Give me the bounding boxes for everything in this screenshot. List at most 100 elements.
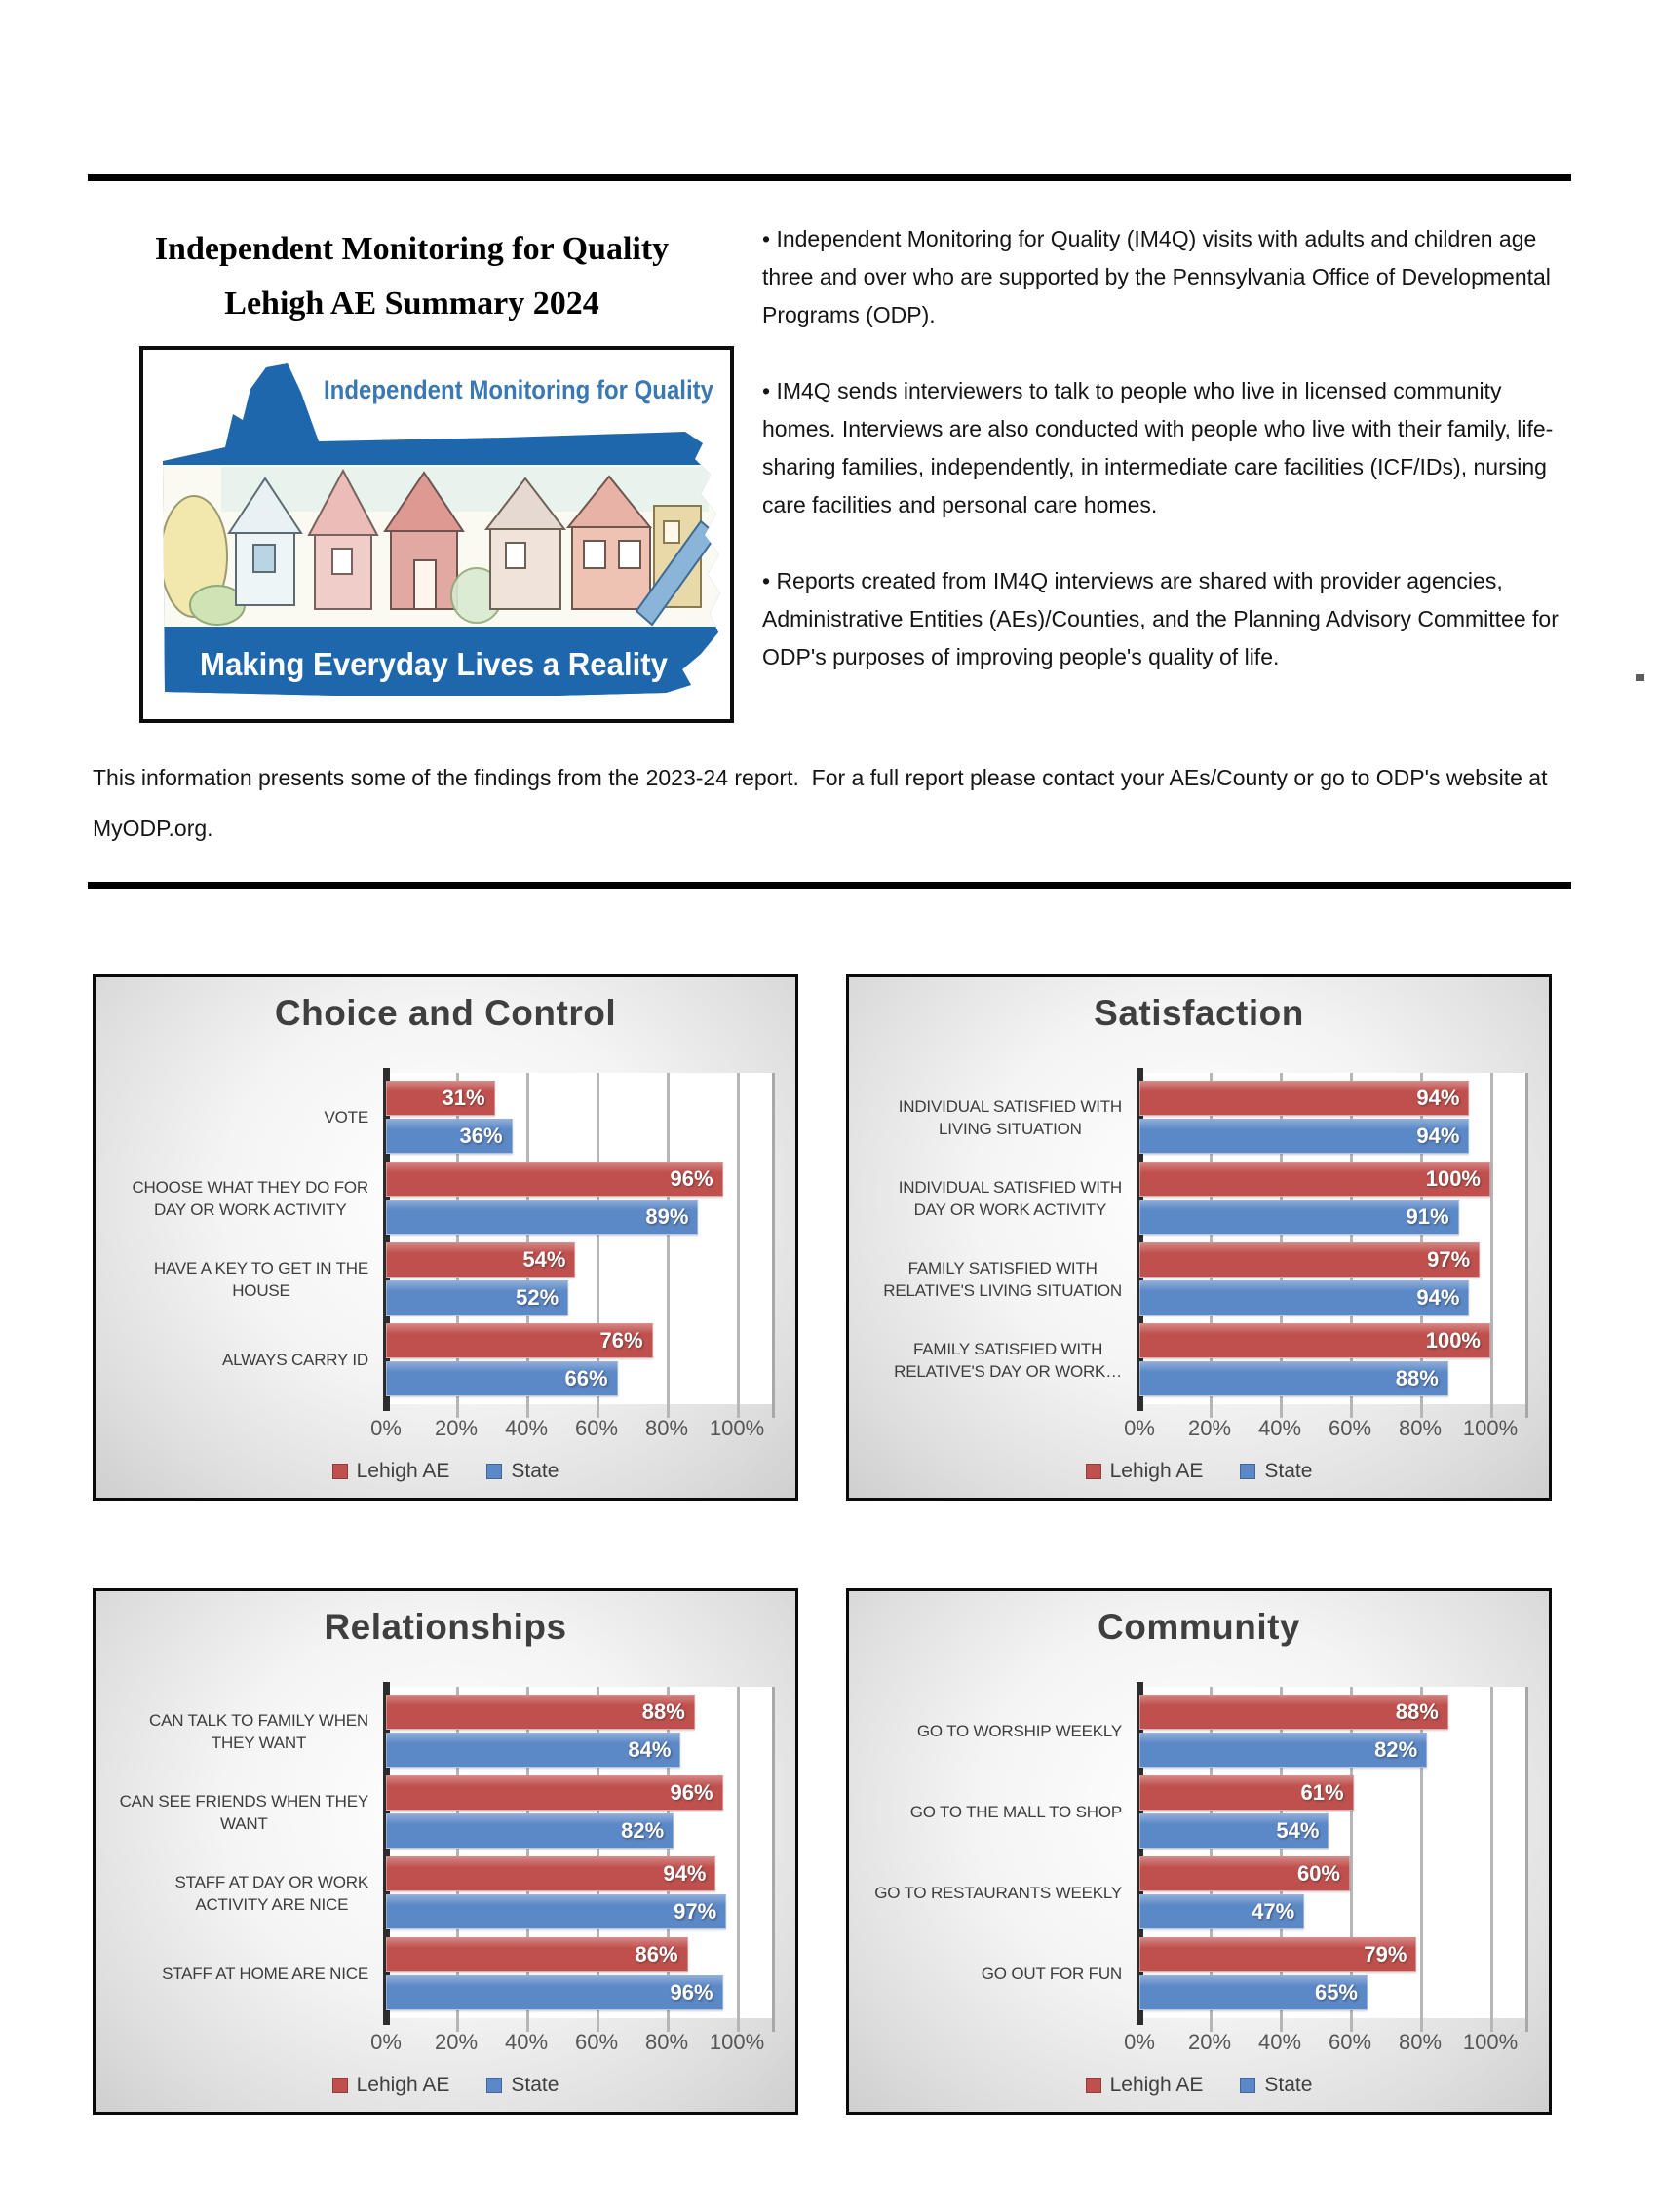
bar-value-label: 88% [1395,1699,1439,1724]
bar-group: ALWAYS CARRY ID 76% 66% [103,1323,786,1396]
bar-group: GO TO THE MALL TO SHOP 61% 54% [857,1775,1539,1849]
category-label: INDIVIDUAL SATISFIED WITH LIVING SITUATIO… [898,1096,1122,1138]
chart-title: Community [1098,1607,1300,1647]
horizontal-rule-bottom [88,882,1571,889]
bar-value-label: 54% [522,1247,566,1272]
category-cell: ALWAYS CARRY ID [103,1323,386,1396]
plot-area: INDIVIDUAL SATISFIED WITH LIVING SITUATIO… [857,1068,1539,1418]
bar-value-label: 94% [1416,1086,1460,1110]
bars-cell: 86% 96% [386,1937,786,2010]
x-axis-tick-label: 40% [504,2030,549,2054]
bar-value-label: 79% [1364,1942,1407,1966]
x-axis-tick-label: 40% [1257,2030,1302,2054]
document-title-line2: Lehigh AE Summary 2024 [224,286,599,322]
bar-value-label: 88% [641,1699,685,1724]
bar-lehigh-ae: 31% [386,1081,495,1116]
category-label: CAN TALK TO FAMILY WHEN THEY WANT [149,1710,368,1752]
scan-artifact-mark [1636,674,1644,681]
category-label: VOTE [324,1108,369,1126]
category-label: GO TO THE MALL TO SHOP [909,1803,1123,1821]
bar-value-label: 100% [1425,1166,1481,1191]
legend-item-state: State [1240,2074,1312,2097]
report-note: This information presents some of the fi… [93,765,1554,841]
x-axis-tick-label: 20% [434,1416,479,1440]
category-cell: GO TO THE MALL TO SHOP [857,1775,1139,1849]
im4q-logo-art: Independent Monitoring for Quality Makin… [163,363,720,696]
bar-value-label: 89% [645,1204,689,1229]
legend-item-state: State [486,2074,559,2097]
bar-value-label: 82% [1374,1737,1418,1762]
bar-lehigh-ae: 94% [386,1856,716,1891]
category-label: FAMILY SATISFIED WITH RELATIVE'S LIVING S… [883,1258,1122,1300]
bar-groups: GO TO WORSHIP WEEKLY 88% 82% GO TO THE MALL… [857,1687,1539,2018]
bars-cell: 79% 65% [1139,1937,1539,2010]
category-label: STAFF AT DAY OR WORK ACTIVITY ARE NICE [174,1872,369,1914]
bars-cell: 97% 94% [1139,1242,1539,1316]
gridline [737,1687,740,2032]
horizontal-rule-top [88,174,1571,181]
houses-illustration [163,465,720,696]
chart-legend: Lehigh AE State [96,1460,795,1483]
bar-groups: CAN TALK TO FAMILY WHEN THEY WANT 88% 84% CA… [103,1687,786,2018]
bar-value-label: 96% [670,1980,713,2004]
bars-cell: 94% 97% [386,1856,786,1929]
x-axis-tick-label: 0% [1124,2030,1155,2054]
value-axis-line [1137,1068,1143,1411]
gridline [1420,1687,1423,2032]
bar-lehigh-ae: 88% [386,1695,695,1730]
bars-cell: 100% 91% [1139,1162,1539,1235]
bar-lehigh-ae: 96% [386,1162,723,1197]
chart-title: Choice and Control [274,993,617,1033]
bar-state: 36% [386,1119,513,1154]
bar-state: 89% [386,1200,699,1235]
category-label: GO TO RESTAURANTS WEEKLY [874,1884,1122,1902]
bar-value-label: 52% [516,1285,559,1310]
bullet-im4q-interviewers: • IM4Q sends interviewers to talk to peo… [762,378,1554,517]
bar-group: VOTE 31% 36% [103,1081,786,1154]
bars-cell: 96% 82% [386,1775,786,1849]
legend-swatch [331,2078,348,2093]
x-axis-tick-label: 60% [1328,2030,1372,2054]
bar-value-label: 84% [628,1737,672,1762]
document-title-line1: Independent Monitoring for Quality [154,231,670,267]
bar-value-label: 60% [1296,1861,1340,1886]
value-axis-line [1137,1682,1143,2025]
bar-state: 82% [1139,1733,1428,1768]
x-axis-tick-label: 40% [1257,1416,1302,1440]
bar-group: GO TO WORSHIP WEEKLY 88% 82% [857,1695,1539,1768]
bar-state: 84% [386,1733,681,1768]
legend-swatch [331,1464,348,1479]
gridline [667,1073,670,1418]
chart-legend: Lehigh AE State [849,1460,1549,1483]
x-axis-tick-label: 100% [709,1416,765,1440]
bars-cell: 88% 82% [1139,1695,1539,1768]
x-axis-tick-label: 60% [1328,1416,1372,1440]
bar-value-label: 97% [1427,1247,1471,1272]
plot-right-border [772,1687,775,2032]
category-cell: INDIVIDUAL SATISFIED WITH LIVING SITUATIO… [857,1081,1139,1154]
legend-label: Lehigh AE [1109,1460,1204,1482]
bar-value-label: 96% [670,1780,713,1805]
bar-state: 94% [1139,1280,1470,1316]
category-cell: INDIVIDUAL SATISFIED WITH DAY OR WORK ACT… [857,1162,1139,1235]
bar-value-label: 36% [459,1124,503,1148]
category-cell: STAFF AT HOME ARE NICE [103,1937,386,2010]
bar-value-label: 76% [599,1328,643,1353]
legend-item-lehigh-ae: Lehigh AE [1085,1460,1204,1483]
bar-lehigh-ae: 61% [1139,1775,1354,1811]
bar-value-label: 94% [663,1861,707,1886]
legend-label: Lehigh AE [356,2074,450,2096]
bar-value-label: 94% [1416,1124,1460,1148]
bars-cell: 100% 88% [1139,1323,1539,1396]
bar-group: FAMILY SATISFIED WITH RELATIVE'S DAY OR W… [857,1323,1539,1396]
category-cell: FAMILY SATISFIED WITH RELATIVE'S DAY OR W… [857,1323,1139,1396]
category-label: GO OUT FOR FUN [981,1964,1122,1983]
x-axis-tick-label: 20% [1187,1416,1232,1440]
logo-bottom-text: Making Everyday Lives a Reality [200,646,669,682]
legend-item-state: State [1240,1460,1312,1483]
bar-value-label: 97% [674,1899,717,1924]
chart-title: Relationships [324,1607,567,1647]
legend-label: State [1264,2074,1313,2096]
